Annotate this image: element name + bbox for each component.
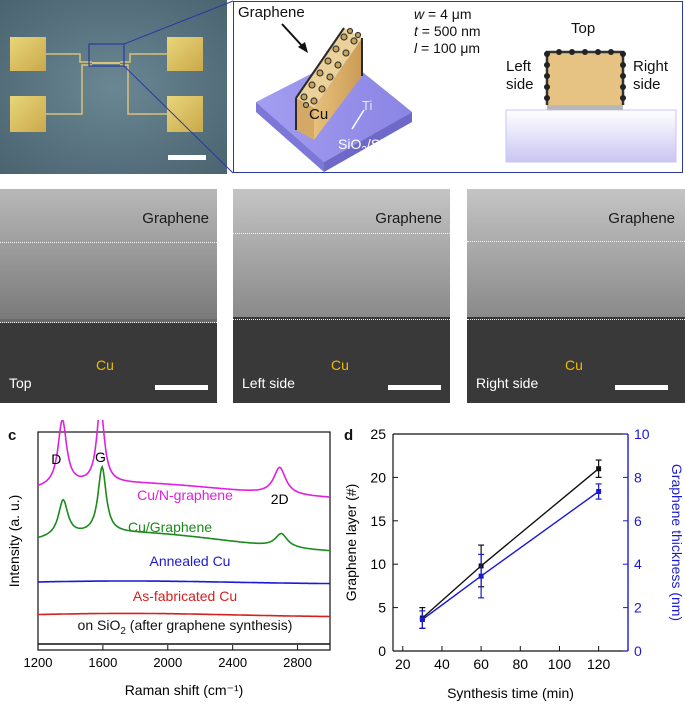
tem-side-label: Left side [242,375,295,391]
y2-tick-label: 2 [634,600,642,616]
tem-image-left-side: Graphene Cu Left side [233,189,450,403]
tem-graphene-label: Graphene [608,210,675,227]
dimension-params: w = 4 μm t = 500 nm l = 100 μm [414,6,481,57]
cross-section-right-label: Right side [633,58,669,93]
x-tick-label: 120 [587,656,611,672]
param-length: l = 100 μm [414,40,481,56]
series-label: Annealed Cu [150,553,231,569]
tem-image-right-side: Graphene Cu Right side [467,189,685,403]
y2-tick-label: 10 [634,426,650,442]
tem-cu-label: Cu [96,357,114,373]
x-axis-label: Synthesis time (min) [447,685,574,701]
scale-bar [388,385,441,390]
tem-side-label: Right side [476,375,539,391]
x-tick-label: 1600 [88,655,117,670]
raman-spectra-chart: 1200 1600 2000 2400 2800 Raman shift (cm⁻¹) In… [6,420,331,698]
param-width: w = 4 μm [414,6,472,22]
x-tick-label: 20 [395,656,411,672]
tem-cu-label: Cu [331,357,349,373]
y2-tick-label: 0 [634,643,642,659]
data-point [596,489,602,495]
tem-graphene-label: Graphene [142,210,209,227]
spectrum-line [37,420,331,498]
scale-bar [155,385,208,390]
graphene-label: Graphene [238,4,305,21]
peak-label: 2D [271,491,289,507]
series-label: Cu/Graphene [128,519,212,535]
x-tick-label: 40 [434,656,450,672]
series-line [421,468,600,619]
y-tick-label: 20 [370,469,386,485]
series-label: Cu/N-graphene [137,487,233,503]
spectrum-line [38,580,330,585]
peak-label: G [95,449,106,465]
spectrum-line [37,464,331,552]
data-point [596,466,602,472]
tem-graphene-label: Graphene [375,210,442,227]
synthesis-time-chart: 20 40 60 80 100 120 0 5 10 15 20 25 0 2 4 6 8 10 Synthesis… [343,426,685,701]
ti-label: Ti [362,98,373,113]
y-tick-label: 15 [370,513,386,529]
y-tick-label: 5 [378,600,386,616]
tem-image-top: Graphene Cu Top [0,189,217,403]
zoom-lines [123,0,234,174]
panel-label-d: d [344,427,354,444]
y-tick-label: 25 [370,426,386,442]
x-tick-label: 2400 [218,655,247,670]
scale-bar [615,385,668,390]
y2-tick-label: 4 [634,556,642,572]
series-label: on SiO2 (after graphene synthesis) [78,617,293,637]
y-tick-label: 10 [370,556,386,572]
x-tick-label: 1200 [24,655,53,670]
device-micrograph [0,0,227,174]
y-axis-label: Graphene layer (#) [343,484,359,602]
series-label: As-fabricated Cu [133,588,237,604]
y2-axis-label: Graphene thickness (nm) [669,464,685,621]
tem-side-label: Top [9,375,32,391]
spectrum-line [38,612,330,618]
cross-section-left-label: Left side [506,58,534,93]
y-tick-label: 0 [378,643,386,659]
data-point [419,617,425,623]
data-point [478,573,484,579]
x-tick-label: 100 [548,656,572,672]
x-axis-label: Raman shift (cm⁻¹) [125,682,244,698]
cross-section-top-label: Top [571,20,596,37]
param-thickness: t = 500 nm [414,23,481,39]
panel-label-c: c [8,427,17,444]
tem-cu-label: Cu [565,357,583,373]
plot-frame [37,431,331,651]
device-schematic: Graphene w = 4 μm t = 500 nm l = 100 μm … [233,1,683,173]
peak-label: D [51,451,61,467]
x-tick-label: 60 [473,656,489,672]
x-tick-label: 2800 [283,655,312,670]
y2-tick-label: 6 [634,513,642,529]
y2-tick-label: 8 [634,469,642,485]
x-tick-label: 2000 [153,655,182,670]
series-line [421,490,600,621]
y-axis-label: Intensity (a. u.) [6,495,22,588]
x-tick-label: 80 [513,656,529,672]
substrate-label: SiO2/Si [338,136,384,156]
cu-label: Cu [309,106,329,123]
